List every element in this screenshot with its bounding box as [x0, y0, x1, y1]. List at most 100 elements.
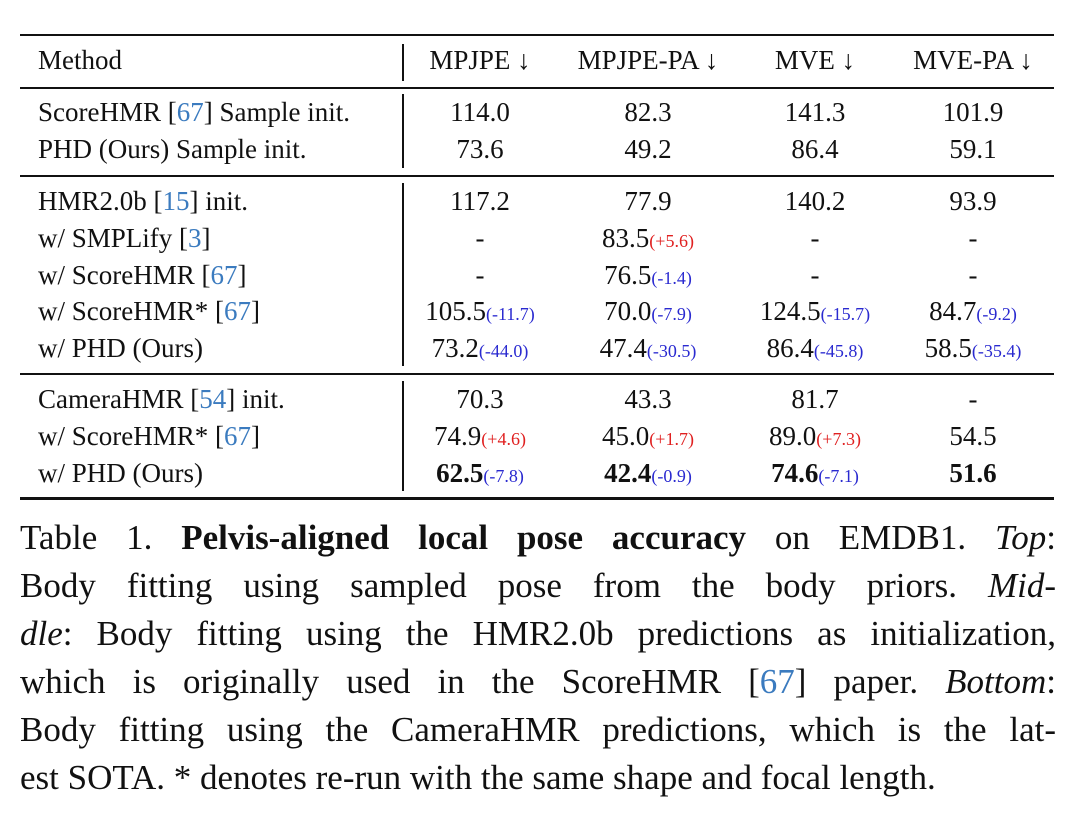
metric-cell: 124.5(-15.7)	[715, 293, 915, 333]
metric-cell: 70.0(-7.9)	[548, 293, 748, 333]
metric-cell: 86.4(-45.8)	[715, 330, 915, 370]
metric-value: 101.9	[942, 97, 1004, 127]
metric-cell: 114.0	[380, 94, 580, 131]
metric-cell: 74.6(-7.1)	[715, 455, 915, 495]
method-cell: w/ ScoreHMR* [67]	[38, 293, 260, 330]
metric-cell: -	[380, 220, 580, 257]
metric-cell: -	[715, 257, 915, 294]
method-suffix: ] init.	[189, 186, 249, 216]
metric-value: 105.5	[425, 296, 486, 327]
citation-link[interactable]: 67	[223, 420, 251, 451]
table-row: w/ ScoreHMR* [67] 105.5(-11.7) 70.0(-7.9) 1…	[0, 293, 1080, 330]
header-mve-pa: MVE-PA ↓	[913, 45, 1033, 75]
metric-delta: (-45.8)	[813, 341, 864, 362]
method-name: w/ PHD (Ours)	[38, 457, 203, 488]
metric-value: -	[968, 259, 978, 290]
caption-text: Pelvis-aligned local pose accuracy	[181, 518, 747, 557]
method-suffix: ]	[250, 296, 260, 327]
citation-link[interactable]: 67	[210, 259, 238, 290]
metric-value: -	[475, 259, 485, 290]
method-name: CameraHMR [	[38, 384, 200, 414]
table-row: w/ SMPLify [3] - 83.5(+5.6) - -	[0, 220, 1080, 257]
method-cell: HMR2.0b [15] init.	[38, 183, 248, 220]
caption-line: est SOTA. * denotes re-run with the same…	[20, 754, 1056, 802]
table-row: w/ PHD (Ours) 62.5(-7.8) 42.4(-0.9) 74.6(-7…	[0, 455, 1080, 492]
caption-text: Table 1.	[20, 518, 182, 557]
metric-delta: (-44.0)	[478, 341, 529, 362]
table-row: w/ ScoreHMR [67] - 76.5(-1.4) - -	[0, 257, 1080, 294]
metric-value: 58.5	[924, 333, 972, 364]
caption-text: est SOTA. * denotes re-run with the same…	[20, 758, 936, 797]
metric-delta: (-1.4)	[651, 267, 692, 288]
citation-link[interactable]: 15	[162, 186, 190, 216]
metric-cell: -	[873, 381, 1073, 418]
citation-link[interactable]: 67	[223, 296, 251, 327]
metric-cell: 58.5(-35.4)	[873, 330, 1073, 370]
caption-text: : Body fitting using the HMR2.0b predict…	[62, 614, 1056, 653]
metric-value: 62.5	[436, 457, 484, 488]
table-row: PHD (Ours) Sample init. 73.6 49.2 86.4 59.1	[0, 131, 1080, 168]
header-mpjpe-pa: MPJPE-PA ↓	[577, 45, 719, 75]
method-cell: w/ PHD (Ours)	[38, 455, 203, 492]
metric-value: 114.0	[450, 97, 510, 127]
metric-delta: (-15.7)	[820, 304, 871, 325]
table-row: CameraHMR [54] init. 70.3 43.3 81.7 -	[0, 381, 1080, 418]
metric-value: 140.2	[784, 186, 846, 216]
metric-value: 76.5	[604, 259, 652, 290]
metric-cell: -	[873, 220, 1073, 257]
metric-value: 89.0	[769, 420, 817, 451]
method-cell: CameraHMR [54] init.	[38, 381, 285, 418]
metric-cell: 45.0(+1.7)	[548, 418, 748, 458]
citation-link: 67	[759, 662, 795, 701]
metric-cell: 82.3	[548, 94, 748, 131]
column-divider	[402, 183, 404, 366]
citation-link[interactable]: 54	[199, 384, 227, 414]
metric-value: -	[968, 222, 978, 253]
method-name: w/ ScoreHMR [	[38, 259, 211, 290]
caption-text: which is originally used in the ScoreHMR…	[20, 662, 760, 701]
caption-text: on EMDB1.	[746, 518, 995, 557]
metric-cell: 70.3	[380, 381, 580, 418]
metric-delta: (+7.3)	[816, 428, 861, 449]
metric-delta: (+1.7)	[649, 428, 694, 449]
metric-cell: 49.2	[548, 131, 748, 168]
metric-value: 83.5	[602, 222, 650, 253]
metric-delta: (+4.6)	[481, 428, 526, 449]
metric-value: 73.6	[456, 133, 504, 164]
metric-value: 59.1	[949, 133, 997, 164]
column-divider	[402, 44, 404, 81]
metric-cell: 42.4(-0.9)	[548, 455, 748, 495]
method-cell: w/ ScoreHMR* [67]	[38, 418, 260, 455]
caption-line: which is originally used in the ScoreHMR…	[20, 658, 1056, 706]
caption-line: Table 1. Pelvis-aligned local pose accur…	[20, 514, 1056, 562]
metric-cell: 76.5(-1.4)	[548, 257, 748, 297]
metric-delta: (-0.9)	[651, 465, 692, 486]
table-row: HMR2.0b [15] init. 117.2 77.9 140.2 93.9	[0, 183, 1080, 220]
metric-cell: 140.2	[715, 183, 915, 220]
caption-text: :	[1046, 518, 1056, 557]
metric-value: 93.9	[949, 186, 997, 216]
method-name: w/ SMPLify [	[38, 222, 189, 253]
caption-line: Body fitting using the CameraHMR predict…	[20, 706, 1056, 754]
header-method: Method	[38, 45, 122, 75]
citation-link[interactable]: 67	[176, 97, 204, 127]
caption-text: ] paper.	[794, 662, 946, 701]
metric-cell: 81.7	[715, 381, 915, 418]
metric-delta: (-9.2)	[976, 304, 1017, 325]
citation-link[interactable]: 3	[188, 222, 202, 253]
metric-value: 43.3	[624, 384, 672, 414]
method-suffix: ]	[250, 420, 260, 451]
table-row: ScoreHMR [67] Sample init. 114.0 82.3 141.3…	[0, 94, 1080, 131]
metric-value: 84.7	[929, 296, 977, 327]
metric-cell: 73.2(-44.0)	[380, 330, 580, 370]
header-row: Method MPJPE ↓ MPJPE-PA ↓ MVE ↓ MVE-PA ↓	[0, 42, 1080, 79]
metric-cell: -	[715, 220, 915, 257]
metric-value: 70.3	[456, 384, 504, 414]
method-suffix: ]	[201, 222, 211, 253]
metric-delta: (-35.4)	[971, 341, 1022, 362]
metric-value: 77.9	[624, 186, 672, 216]
metric-cell: 77.9	[548, 183, 748, 220]
caption-text: Top	[995, 518, 1047, 557]
metric-cell: 51.6	[873, 455, 1073, 492]
bottom-rule	[20, 497, 1054, 500]
